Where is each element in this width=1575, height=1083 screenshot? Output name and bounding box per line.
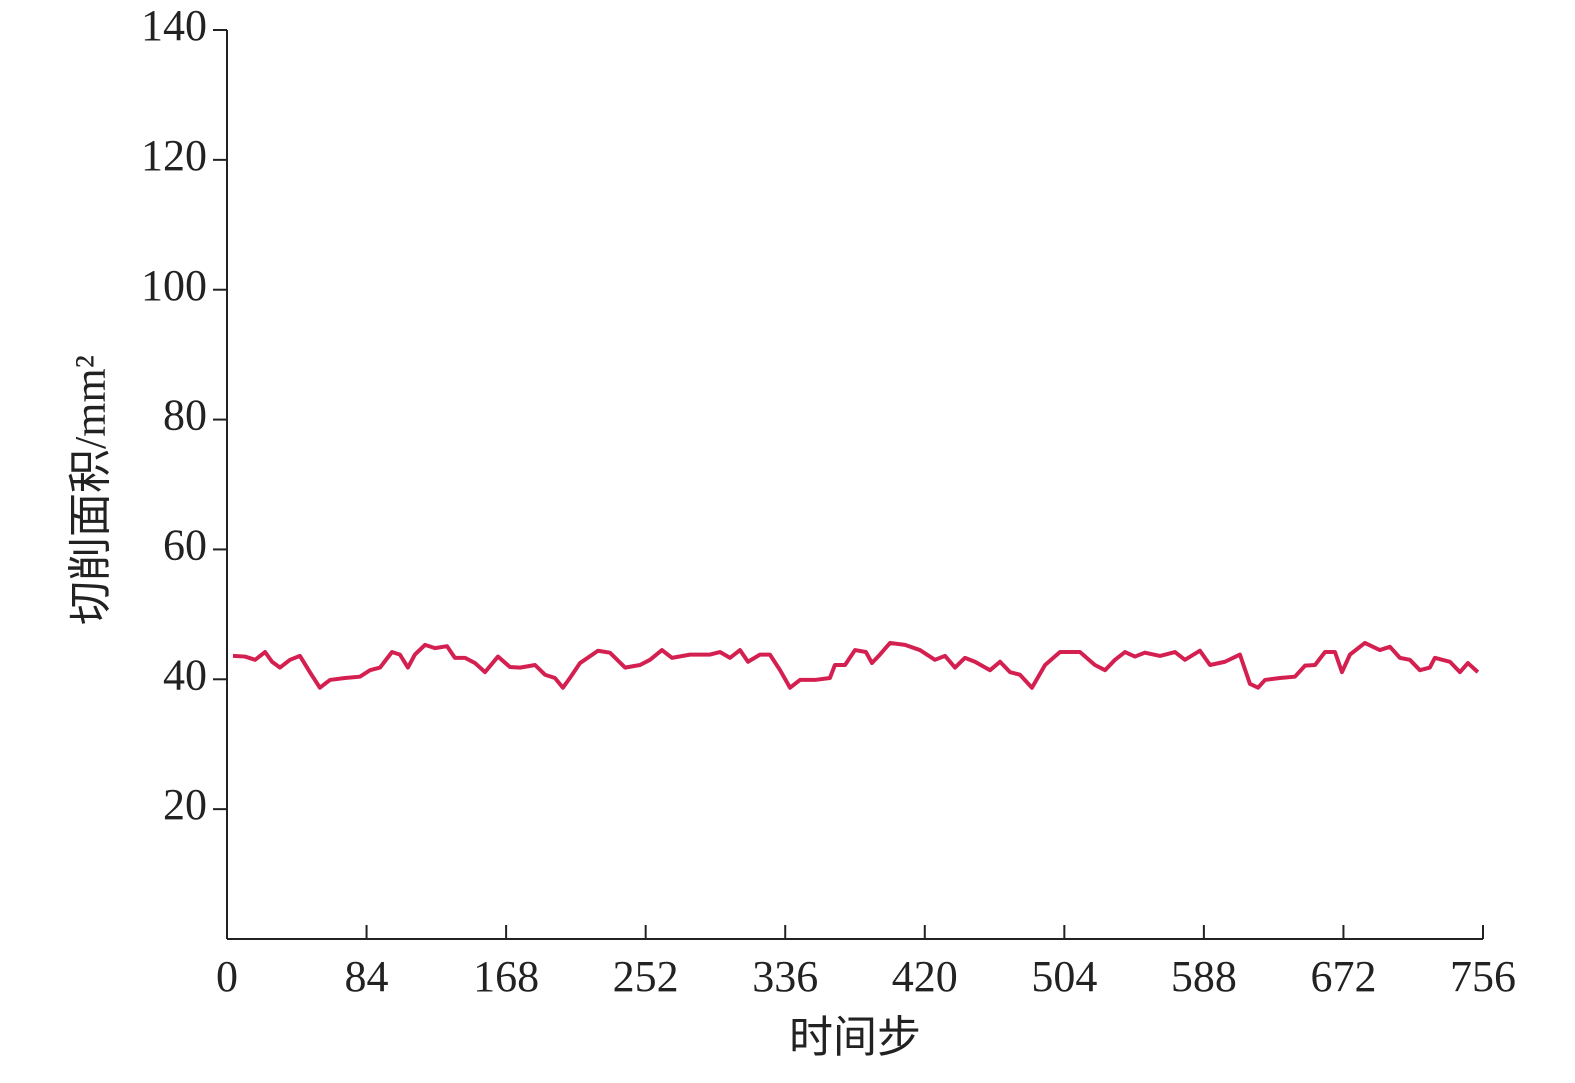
x-tick-label: 504 (1031, 952, 1097, 1001)
y-tick-label: 60 (163, 521, 207, 570)
x-axis-label: 时间步 (789, 1013, 921, 1062)
y-tick-label: 140 (141, 1, 207, 50)
x-tick-label: 672 (1310, 952, 1376, 1001)
y-tick-label: 40 (163, 650, 207, 699)
y-axis-label: 切削面积/mm² (66, 355, 115, 625)
x-tick-label: 756 (1450, 952, 1516, 1001)
x-tick-label: 588 (1171, 952, 1237, 1001)
y-tick-label: 80 (163, 391, 207, 440)
x-tick-label: 168 (473, 952, 539, 1001)
x-tick-label: 252 (613, 952, 679, 1001)
x-tick-label: 336 (752, 952, 818, 1001)
y-tick-label: 20 (163, 780, 207, 829)
y-tick-label: 100 (141, 261, 207, 310)
x-tick-label: 0 (216, 952, 238, 1001)
data-line (232, 640, 1480, 690)
y-tick-label: 120 (141, 131, 207, 180)
x-tick-label: 420 (892, 952, 958, 1001)
x-tick-label: 84 (345, 952, 389, 1001)
